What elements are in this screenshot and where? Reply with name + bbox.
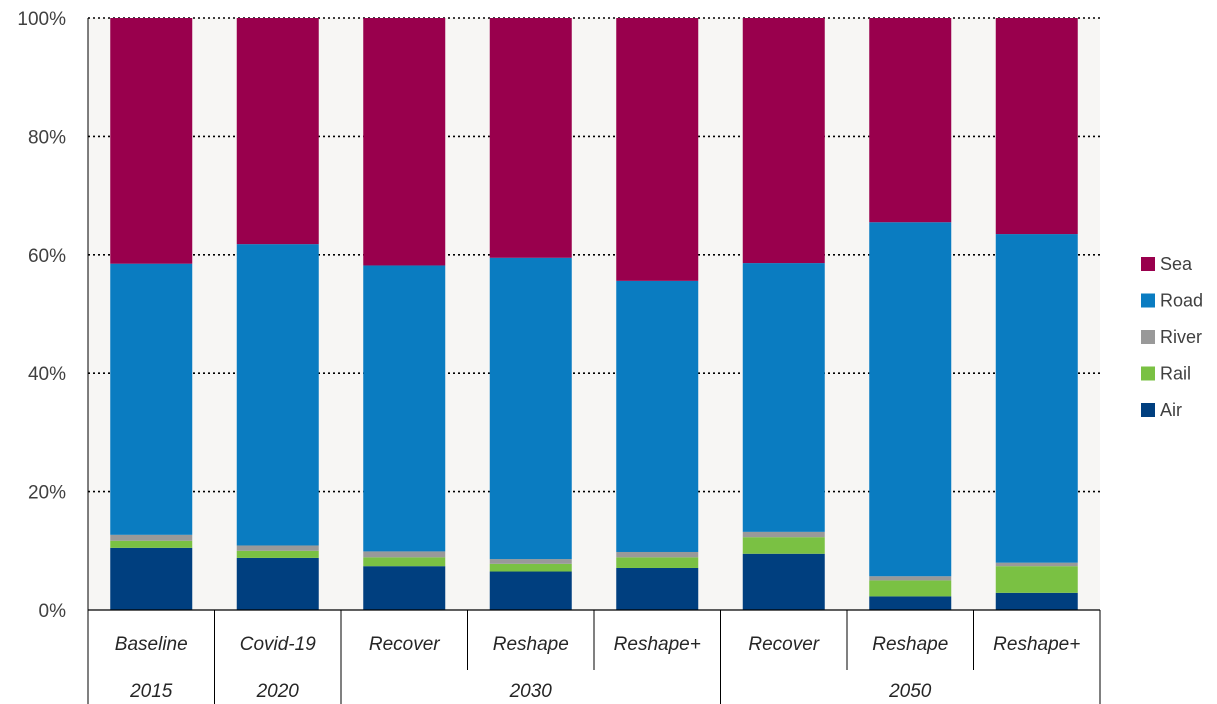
bars xyxy=(110,18,1078,610)
y-tick-label: 0% xyxy=(39,601,67,622)
legend-label-air: Air xyxy=(1160,400,1182,420)
bar-segment-sea xyxy=(489,18,572,258)
legend-label-sea: Sea xyxy=(1160,254,1193,274)
legend-label-river: River xyxy=(1160,327,1202,347)
legend: Sea Road River Rail Air xyxy=(1141,254,1203,420)
legend-label-rail: Rail xyxy=(1160,364,1191,384)
bar-segment-road xyxy=(489,257,572,560)
bar-segment-rail xyxy=(869,580,952,597)
y-axis-labels: 0% 20% 40% 60% 80% 100% xyxy=(17,9,66,622)
x-axis-labels: Baseline Covid-19 Recover Reshape Reshape+ Re… xyxy=(115,634,1081,702)
category-label: Recover xyxy=(369,634,440,655)
bar-segment-river xyxy=(489,559,572,564)
bar-segment-rail xyxy=(236,550,319,558)
bar-segment-road xyxy=(616,280,699,552)
bar-segment-river xyxy=(363,551,446,558)
bar-segment-river xyxy=(110,534,193,541)
bar-segment-road xyxy=(995,234,1078,563)
y-tick-label: 60% xyxy=(28,246,66,267)
bar-segment-river xyxy=(869,576,952,581)
bar-segment-sea xyxy=(363,18,446,266)
bar-segment-rail xyxy=(995,566,1078,593)
bar-segment-rail xyxy=(616,557,699,568)
bar-segment-rail xyxy=(363,557,446,567)
y-tick-label: 20% xyxy=(28,483,66,504)
bar-segment-air xyxy=(995,592,1078,610)
bar-segment-road xyxy=(869,222,952,577)
bar-segment-river xyxy=(995,562,1078,567)
bar-segment-rail xyxy=(742,537,825,554)
group-label: 2050 xyxy=(888,681,932,702)
group-label: 2015 xyxy=(129,681,173,702)
gridlines xyxy=(88,17,1100,493)
category-label: Baseline xyxy=(115,634,188,655)
legend-swatch-sea xyxy=(1141,257,1155,271)
bar-segment-river xyxy=(742,531,825,538)
y-tick-label: 100% xyxy=(17,9,66,30)
bar-segment-road xyxy=(110,263,193,535)
bar-segment-river xyxy=(616,551,699,558)
bar-segment-air xyxy=(489,571,572,610)
category-label: Reshape+ xyxy=(614,634,701,655)
bar-segment-air xyxy=(236,557,319,610)
bar-segment-air xyxy=(110,547,193,610)
group-label: 2020 xyxy=(256,681,300,702)
legend-swatch-air xyxy=(1141,403,1155,417)
category-label: Reshape+ xyxy=(993,634,1080,655)
y-tick-label: 40% xyxy=(28,364,66,385)
bar-segment-sea xyxy=(995,18,1078,235)
legend-swatch-road xyxy=(1141,293,1155,308)
legend-swatch-rail xyxy=(1141,366,1155,381)
group-label: 2030 xyxy=(509,681,553,702)
bar-segment-sea xyxy=(616,18,699,281)
axes xyxy=(87,18,1101,704)
y-tick-label: 80% xyxy=(28,127,66,148)
bar-segment-road xyxy=(742,263,825,532)
legend-swatch-river xyxy=(1141,330,1155,344)
bar-segment-sea xyxy=(742,18,825,264)
bar-segment-road xyxy=(236,244,319,546)
bar-segment-air xyxy=(363,566,446,610)
bar-segment-road xyxy=(363,265,446,552)
bar-segment-river xyxy=(236,545,319,551)
bar-segment-sea xyxy=(236,18,319,245)
category-label: Covid-19 xyxy=(240,634,316,655)
category-label: Reshape xyxy=(872,634,948,655)
bar-segment-rail xyxy=(110,540,193,548)
legend-label-road: Road xyxy=(1160,291,1203,311)
bar-segment-air xyxy=(616,567,699,610)
category-label: Recover xyxy=(748,634,819,655)
bar-segment-air xyxy=(742,553,825,610)
bar-segment-air xyxy=(869,596,952,610)
bar-segment-sea xyxy=(110,18,193,264)
bar-segment-sea xyxy=(869,18,952,223)
bar-segment-rail xyxy=(489,563,572,572)
category-label: Reshape xyxy=(493,634,569,655)
